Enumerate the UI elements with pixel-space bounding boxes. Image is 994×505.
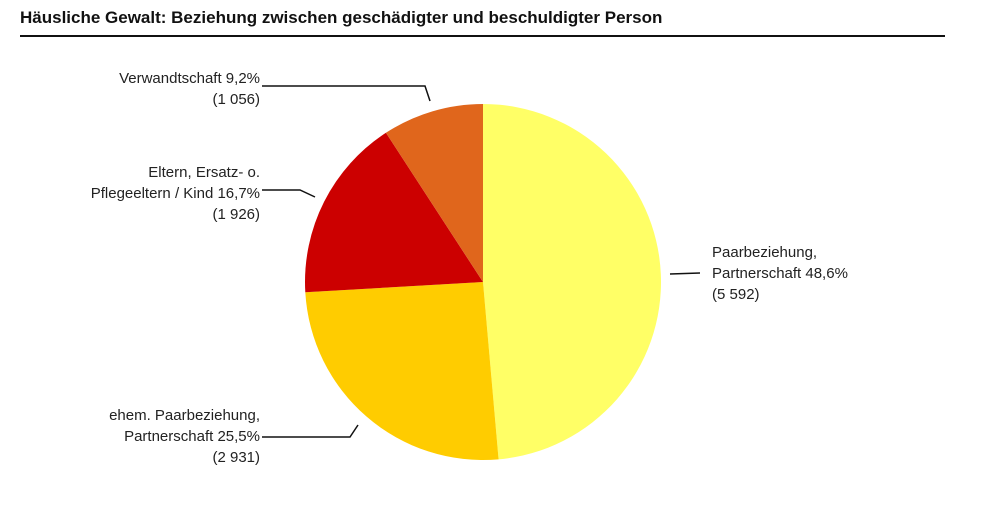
category-label: Eltern, Ersatz- o. Pflegeeltern / Kind 1…: [90, 164, 260, 202]
slice-label: Verwandtschaft 9,2% (1 056): [0, 68, 260, 110]
category-label: Verwandtschaft 9,2%: [119, 70, 260, 87]
category-label: Paarbeziehung, Partnerschaft 48,6%: [712, 244, 848, 282]
value-label: (2 931): [212, 449, 260, 466]
pie-slice: [305, 132, 483, 293]
slice-label: Paarbeziehung, Partnerschaft 48,6% (5 592…: [712, 242, 972, 305]
slice-label: Eltern, Ersatz- o. Pflegeeltern / Kind 1…: [0, 162, 260, 225]
pie-slice: [385, 104, 483, 282]
category-label: ehem. Paarbeziehung, Partnerschaft 25,5%: [109, 407, 260, 445]
value-label: (1 056): [212, 91, 260, 108]
value-label: (5 592): [712, 286, 760, 303]
value-label: (1 926): [212, 206, 260, 223]
pie-slice: [483, 104, 662, 460]
chart-title: Häusliche Gewalt: Beziehung zwischen ges…: [20, 8, 663, 27]
leader-lines: [262, 85, 701, 438]
pie-slice: [305, 282, 499, 461]
slice-label: ehem. Paarbeziehung, Partnerschaft 25,5%…: [0, 405, 260, 468]
